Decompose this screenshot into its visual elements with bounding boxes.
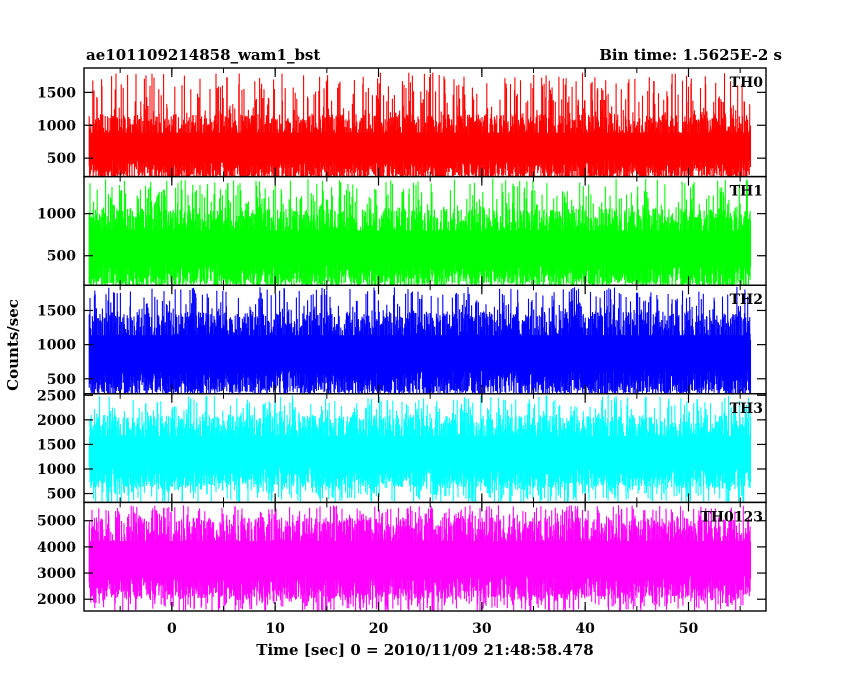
y-tick-label-th2: 1500 (37, 303, 76, 319)
y-tick-label-th3: 500 (47, 487, 76, 503)
y-tick-label-th2: 1000 (37, 338, 76, 354)
y-tick-label-th3: 1000 (37, 462, 76, 478)
y-tick-label-th0123: 4000 (37, 540, 76, 556)
y-tick-label-th3: 1500 (37, 437, 76, 453)
series-th0123-band (89, 540, 751, 577)
panel-th0: 500 1000 1500 TH0 (37, 67, 767, 178)
y-tick-label-th0: 1000 (37, 118, 76, 134)
figure-right-title: Bin time: 1.5625E-2 s (599, 46, 782, 64)
y-tick-label-th0: 500 (47, 151, 76, 167)
panel-th2: 500 1000 1500 TH2 (37, 284, 767, 395)
y-tick-label-th2: 500 (47, 372, 76, 388)
x-tick-label: 40 (575, 621, 595, 637)
panel-th1: 500 1000 TH1 (37, 175, 767, 286)
x-tick-label: 50 (679, 621, 699, 637)
x-tick-label: 30 (472, 621, 492, 637)
panel-th0123: 2000 3000 4000 5000 TH0123 (37, 501, 767, 612)
x-tick-label: 20 (369, 621, 389, 637)
panel-label-th2: TH2 (730, 292, 763, 308)
series-th1-band (89, 230, 751, 265)
series-th0 (88, 72, 752, 177)
x-axis: 0 10 20 30 40 50 (167, 621, 699, 637)
y-tick-label-th3: 2000 (37, 413, 76, 429)
panel-th0123-frame (83, 501, 767, 612)
y-tick-label-th1: 500 (47, 249, 76, 265)
panel-label-th0123: TH0123 (700, 509, 763, 525)
y-tick-label-th3: 2500 (37, 388, 76, 404)
y-tick-label-th0: 1500 (37, 85, 76, 101)
panel-label-th0: TH0 (730, 75, 764, 91)
series-th0-band (89, 132, 751, 161)
panel-stack: 50010001500TH05001000TH150010001500TH250… (37, 67, 767, 612)
y-tick-label-th0123: 5000 (37, 514, 76, 530)
figure-left-title: ae101109214858_wam1_bst (86, 46, 320, 64)
panel-label-th1: TH1 (730, 184, 763, 200)
x-tick-label: 10 (265, 621, 285, 637)
panel-label-th3: TH3 (730, 401, 763, 417)
y-tick-label-th0123: 3000 (37, 566, 76, 582)
y-tick-label-th0123: 2000 (37, 592, 76, 608)
y-axis-label: Counts/sec (4, 299, 22, 391)
panel-th3: 500 1000 1500 2000 2500 TH3 (37, 388, 767, 504)
series-th2-band (89, 335, 751, 372)
x-tick-label: 0 (167, 621, 177, 637)
y-tick-label-th1: 1000 (37, 207, 76, 223)
series-th3-band (89, 435, 751, 468)
x-axis-label: Time [sec] 0 = 2010/11/09 21:48:58.478 (256, 641, 593, 659)
